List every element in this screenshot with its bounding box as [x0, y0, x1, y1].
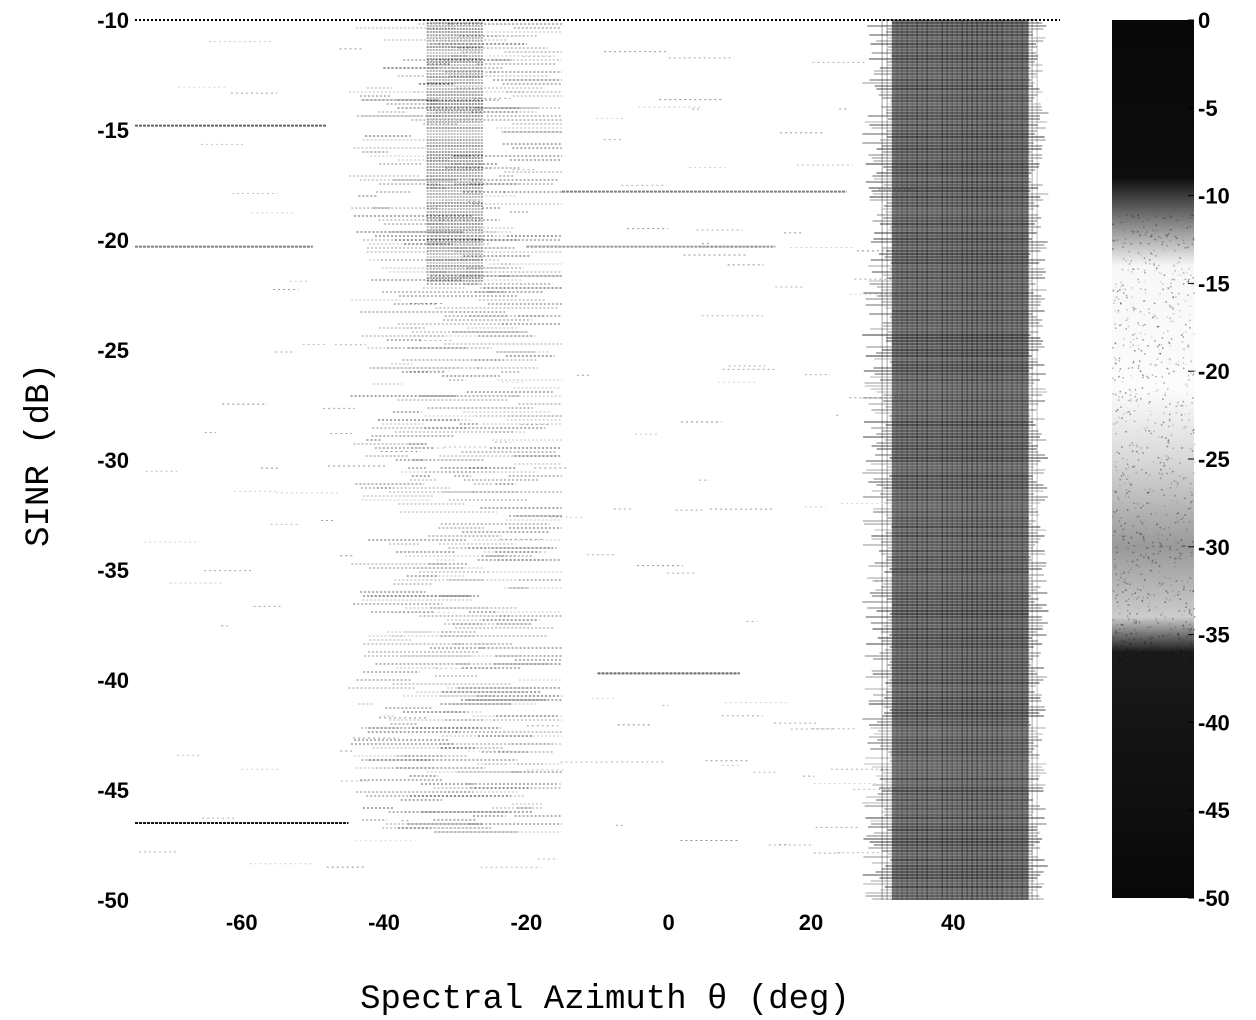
x-axis-label: Spectral Azimuth θ (deg) [360, 981, 850, 1019]
colorbar-tick-label: -50 [1198, 886, 1230, 911]
x-tick-label: 40 [941, 910, 965, 935]
x-tick-label: 20 [799, 910, 823, 935]
scattered-band [348, 19, 562, 833]
colorbar-tick-label: -10 [1198, 184, 1230, 209]
y-axis-ticks: -10 -15 -20 -25 -30 -35 -40 -45 -50 [97, 8, 129, 913]
colorbar-ticks: 0 -5 -10 -15 -20 -25 -30 -35 -40 -45 -50 [1188, 8, 1230, 911]
y-axis-label: SINR (dB) [21, 363, 59, 547]
y-tick-label: -25 [97, 338, 129, 363]
colorbar-tick-label: -5 [1198, 96, 1218, 121]
y-tick-label: -30 [97, 448, 129, 473]
colorbar-tick-label: -30 [1198, 535, 1230, 560]
colorbar-tick-label: -25 [1198, 447, 1230, 472]
y-tick-label: -20 [97, 228, 129, 253]
y-tick-label: -45 [97, 778, 129, 803]
faint-noise [139, 35, 915, 868]
colorbar-tick-label: -20 [1198, 359, 1230, 384]
y-tick-label: -35 [97, 558, 129, 583]
colorbar-tick-label: -15 [1198, 271, 1230, 296]
x-tick-label: 0 [663, 910, 675, 935]
x-tick-label: -20 [510, 910, 542, 935]
colorbar [1112, 20, 1196, 898]
x-axis-ticks: -60 -40 -20 0 20 40 [226, 910, 966, 935]
y-tick-label: -40 [97, 668, 129, 693]
colorbar-tick-label: -45 [1198, 798, 1230, 823]
x-tick-label: -60 [226, 910, 258, 935]
colorbar-tick-label: -40 [1198, 710, 1230, 735]
plot-area [135, 19, 1060, 900]
x-tick-label: -40 [368, 910, 400, 935]
colorbar-tick-label: -35 [1198, 623, 1230, 648]
colorbar-scale [1112, 20, 1194, 898]
y-tick-label: -10 [97, 8, 129, 33]
colorbar-tick-label: 0 [1198, 8, 1210, 33]
y-tick-label: -15 [97, 118, 129, 143]
y-tick-label: -50 [97, 888, 129, 913]
dense-band [862, 19, 1049, 900]
